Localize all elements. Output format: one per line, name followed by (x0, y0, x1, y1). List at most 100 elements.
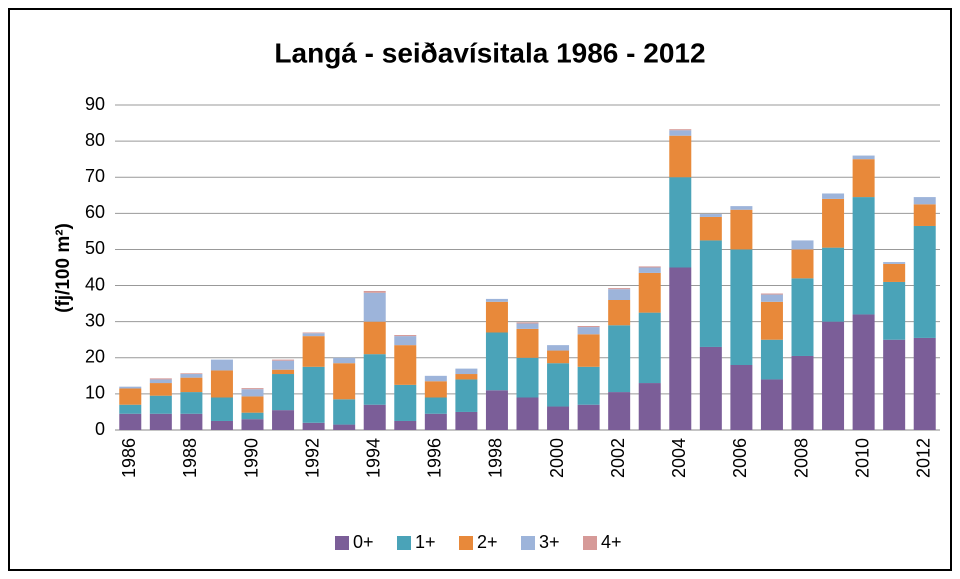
bar-segment (272, 359, 295, 361)
bar-segment (363, 354, 386, 405)
legend-label: 3+ (539, 532, 560, 552)
bar-segment (333, 399, 356, 425)
bar-segment (210, 420, 233, 430)
bar-segment (210, 370, 233, 398)
bar-segment (485, 332, 508, 391)
bar-segment (883, 262, 906, 264)
bar-segment (363, 292, 386, 322)
chart-title: Langá - seiðavísitala 1986 - 2012 (274, 37, 705, 68)
legend-label: 0+ (353, 532, 374, 552)
bar-segment (577, 366, 600, 405)
bar-segment (791, 240, 814, 250)
bar-segment (241, 412, 264, 420)
bar-segment (608, 325, 631, 393)
bar-segment (455, 374, 478, 380)
bar-segment (913, 197, 936, 205)
x-tick-label: 2012 (913, 438, 933, 478)
bar-segment (241, 396, 264, 413)
bar-segment (119, 404, 142, 414)
bar-segment (608, 300, 631, 326)
bar-segment (913, 225, 936, 338)
legend-swatch (583, 536, 597, 550)
y-tick-label: 40 (85, 274, 105, 294)
bar-segment (180, 377, 203, 393)
bar-segment (638, 272, 661, 313)
bar-segment (149, 395, 172, 414)
x-tick-label: 2002 (608, 438, 628, 478)
bar-segment (333, 424, 356, 430)
bar-segment (547, 406, 570, 430)
y-tick-label: 0 (95, 419, 105, 439)
bar-segment (149, 379, 172, 384)
y-tick-label: 80 (85, 130, 105, 150)
bar-segment (241, 389, 264, 397)
legend-swatch (335, 536, 349, 550)
bar-segment (149, 413, 172, 430)
bar-segment (730, 209, 753, 250)
bar-segment (333, 363, 356, 400)
legend-label: 1+ (415, 532, 436, 552)
bar-segment (608, 392, 631, 430)
bar-segment (791, 278, 814, 356)
bar-segment (210, 359, 233, 371)
bar-segment (852, 155, 875, 160)
bar-segment (210, 397, 233, 421)
y-tick-label: 60 (85, 202, 105, 222)
bar-segment (547, 350, 570, 364)
x-tick-label: 2004 (669, 438, 689, 478)
bar-segment (272, 410, 295, 430)
bar-segment (669, 135, 692, 178)
bar-segment (791, 249, 814, 279)
bar-segment (760, 293, 783, 295)
x-tick-label: 1988 (180, 438, 200, 478)
bar-segment (394, 420, 417, 430)
bar-segment (669, 129, 692, 131)
bar-segment (272, 369, 295, 375)
x-tick-label: 2006 (730, 438, 750, 478)
bar-segment (730, 365, 753, 430)
bar-segment (516, 328, 539, 358)
bar-segment (669, 267, 692, 430)
bar-segment (302, 333, 325, 337)
y-tick-label: 90 (85, 94, 105, 114)
legend-label: 2+ (477, 532, 498, 552)
bar-segment (699, 214, 722, 217)
bar-segment (180, 413, 203, 430)
bar-segment (852, 314, 875, 430)
bar-segment (241, 388, 264, 390)
bar-segment (363, 404, 386, 430)
bar-segment (913, 204, 936, 226)
legend-swatch (397, 536, 411, 550)
x-tick-label: 1996 (425, 438, 445, 478)
bar-segment (424, 397, 447, 414)
x-tick-label: 1990 (241, 438, 261, 478)
y-tick-label: 30 (85, 310, 105, 330)
bar-segment (638, 267, 661, 273)
bar-segment (699, 346, 722, 430)
bar-segment (455, 368, 478, 375)
bar-segment (577, 326, 600, 328)
bar-segment (394, 384, 417, 421)
bar-segment (455, 411, 478, 430)
bar-segment (424, 413, 447, 430)
bar-segment (302, 422, 325, 430)
bar-segment (485, 390, 508, 430)
bar-segment (699, 216, 722, 241)
bar-segment (485, 301, 508, 333)
bar-segment (883, 339, 906, 430)
bar-segment (822, 321, 845, 430)
x-tick-label: 2010 (852, 438, 872, 478)
bar-segment (547, 363, 570, 407)
x-tick-label: 2000 (547, 438, 567, 478)
bar-segment (760, 301, 783, 340)
bar-segment (669, 130, 692, 136)
legend-swatch (521, 536, 535, 550)
bar-segment (180, 392, 203, 414)
bar-segment (913, 337, 936, 430)
bar-segment (638, 312, 661, 384)
bar-segment (302, 336, 325, 367)
bar-segment (333, 357, 356, 364)
x-tick-label: 1992 (302, 438, 322, 478)
bar-segment (822, 247, 845, 322)
